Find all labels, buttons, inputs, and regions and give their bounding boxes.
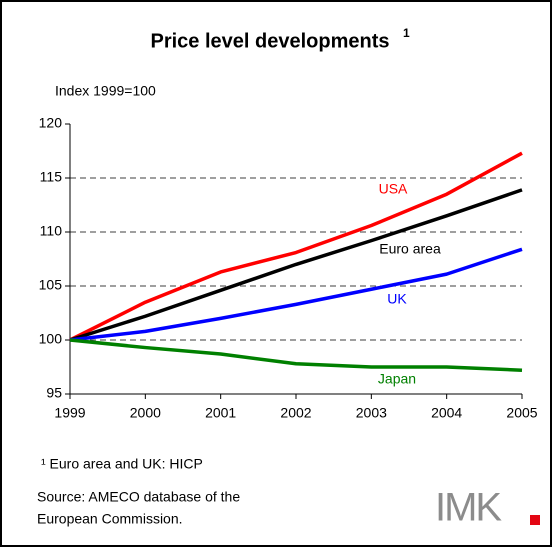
x-tick-label: 2004 (431, 405, 462, 421)
x-tick-label: 2003 (356, 405, 387, 421)
y-tick-label: 95 (46, 385, 62, 401)
logo-square (530, 515, 540, 525)
footnote: ¹ Euro area and UK: HICP (41, 456, 203, 472)
source: European Commission. (37, 511, 183, 527)
x-tick-label: 1999 (54, 405, 85, 421)
series-label: Euro area (379, 241, 441, 257)
y-tick-label: 115 (40, 169, 63, 185)
source: Source: AMECO database of the (37, 489, 240, 505)
y-tick-label: 120 (39, 115, 63, 131)
series-label: USA (379, 181, 408, 197)
logo: IMK (435, 486, 502, 530)
title-superscript: 1 (403, 26, 410, 40)
y-tick-label: 105 (39, 277, 63, 293)
y-tick-label: 100 (39, 331, 63, 347)
series-line (69, 338, 523, 372)
x-tick-label: 2002 (280, 405, 311, 421)
y-tick-label: 110 (40, 223, 63, 239)
x-tick-label: 2000 (130, 405, 161, 421)
series-label: Japan (378, 371, 416, 387)
chart-title: Price level developments (150, 30, 389, 52)
series-label: UK (387, 291, 407, 307)
series-line (69, 247, 523, 342)
x-tick-label: 2005 (506, 405, 537, 421)
series-line (69, 151, 523, 342)
series-line (69, 188, 523, 342)
x-tick-label: 2001 (205, 405, 236, 421)
y-axis-label: Index 1999=100 (55, 83, 156, 99)
